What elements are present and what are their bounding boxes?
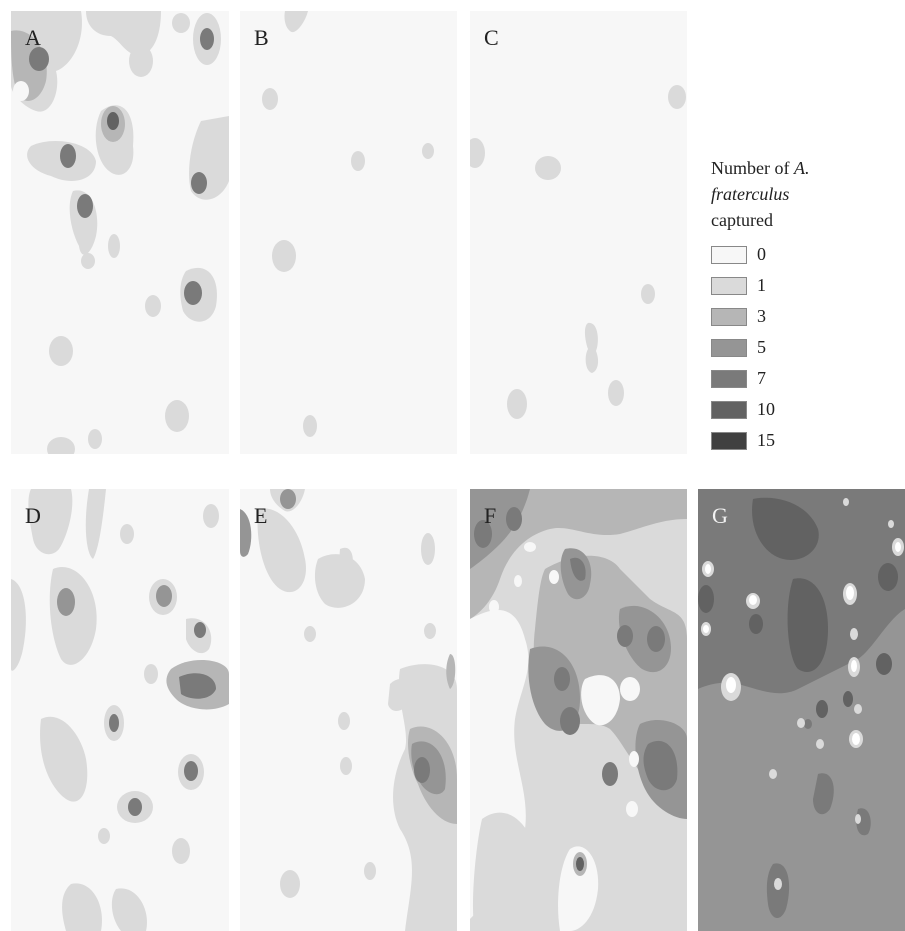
legend-item: 0: [711, 239, 891, 270]
map-panel-b: B: [240, 11, 457, 454]
map-panel-d: D: [11, 489, 229, 931]
legend-item: 5: [711, 332, 891, 363]
panel-label-b: B: [254, 25, 269, 50]
contour-map-a: [11, 11, 229, 454]
legend-swatch: [711, 400, 747, 419]
legend-title-line1: Number of: [711, 158, 794, 178]
panel-label-f: F: [484, 503, 497, 528]
legend-value: 0: [757, 244, 766, 264]
legend-swatch: [711, 338, 747, 357]
legend-value: 1: [757, 275, 766, 295]
legend-title: Number of A. fraterculus captured: [711, 155, 891, 233]
legend-title-species: fraterculus: [711, 184, 790, 204]
map-panel-f: F: [470, 489, 687, 931]
contour-map-b: [262, 11, 434, 437]
legend-value: 7: [757, 368, 766, 388]
contour-map-e: [240, 489, 457, 931]
contour-map-d: [11, 489, 229, 931]
contour-map-c: [470, 85, 686, 419]
legend-title-genus: A.: [793, 158, 810, 178]
map-panel-e: E: [240, 489, 457, 931]
legend-item: 7: [711, 363, 891, 394]
legend-swatch: [711, 307, 747, 326]
map-panel-g: G: [698, 489, 905, 931]
legend-swatch: [711, 369, 747, 388]
legend-swatch: [711, 245, 747, 264]
legend-item: 10: [711, 394, 891, 425]
legend-value: 10: [757, 399, 775, 419]
map-panel-c: C: [470, 11, 687, 454]
legend-value: 3: [757, 306, 766, 326]
contour-map-f: [470, 489, 687, 931]
panel-label-e: E: [254, 503, 268, 528]
legend-value: 15: [757, 430, 775, 450]
map-panel-a: A: [11, 11, 229, 454]
panel-label-a: A: [25, 25, 41, 50]
legend-swatch: [711, 276, 747, 295]
panel-label-c: C: [484, 25, 499, 50]
legend-item: 3: [711, 301, 891, 332]
legend-value: 5: [757, 337, 766, 357]
legend-title-line3: captured: [711, 210, 773, 230]
contour-map-g: [698, 489, 905, 931]
legend-item: 15: [711, 425, 891, 456]
legend-swatch: [711, 431, 747, 450]
legend-item: 1: [711, 270, 891, 301]
legend: Number of A. fraterculus captured 0 1 3 …: [711, 155, 891, 456]
panel-label-g: G: [712, 503, 728, 528]
panel-label-d: D: [25, 503, 41, 528]
